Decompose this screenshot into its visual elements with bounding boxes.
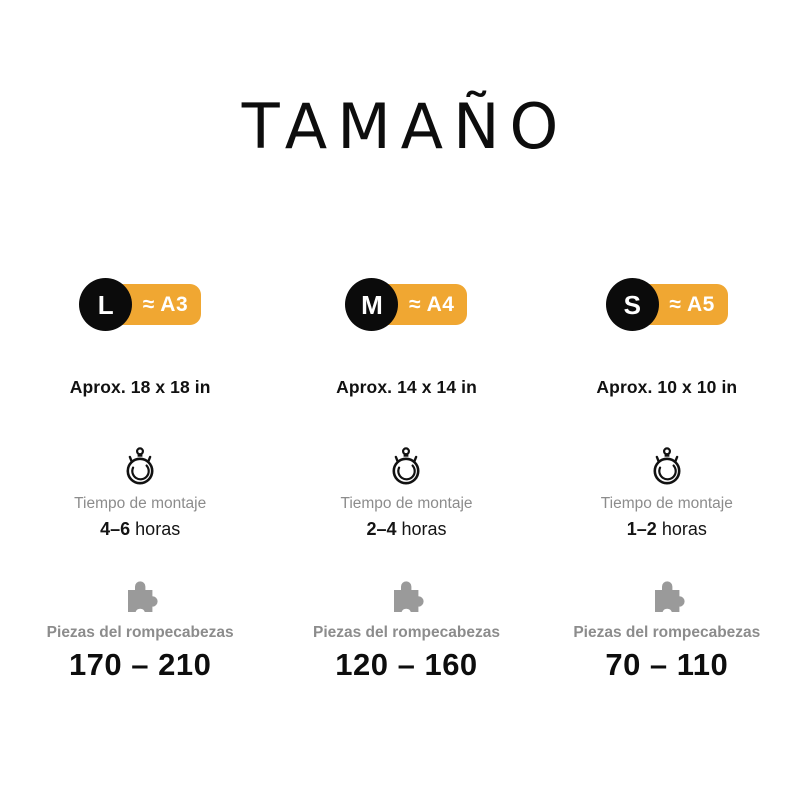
assembly-time-unit: horas bbox=[135, 519, 181, 539]
size-column-s: ≈ A5 S Aprox. 10 x 10 in Tiempo de monta… bbox=[534, 278, 800, 683]
assembly-time-label: Tiempo de montaje bbox=[600, 495, 733, 512]
assembly-time-label: Tiempo de montaje bbox=[74, 495, 207, 512]
puzzle-pieces-block: Piezas del rompecabezas 70 – 110 bbox=[573, 578, 760, 683]
assembly-time-block: Tiempo de montaje 4–6 horas bbox=[74, 444, 206, 540]
page-title: TAMAÑO bbox=[241, 90, 569, 163]
assembly-time-block: Tiempo de montaje 2–4 horas bbox=[340, 444, 473, 540]
size-column-m: ≈ A4 M Aprox. 14 x 14 in Tiempo de monta… bbox=[273, 278, 539, 683]
size-code-circle: M bbox=[345, 278, 399, 331]
size-badge-m: ≈ A4 M bbox=[345, 278, 468, 331]
puzzle-piece-icon bbox=[654, 581, 685, 612]
paper-equivalent-label: ≈ A4 bbox=[409, 293, 455, 316]
size-code-label: M bbox=[361, 289, 383, 320]
puzzle-pieces-value: 120 – 160 bbox=[335, 647, 478, 682]
size-badge-l: ≈ A3 L bbox=[79, 278, 202, 331]
paper-equivalent-label: ≈ A3 bbox=[142, 293, 189, 316]
puzzle-piece-icon bbox=[394, 581, 425, 612]
puzzle-pieces-label: Piezas del rompecabezas bbox=[313, 624, 500, 641]
assembly-time-block: Tiempo de montaje 1–2 horas bbox=[601, 444, 733, 540]
puzzle-pieces-value: 70 – 110 bbox=[605, 647, 729, 682]
size-column-l: ≈ A3 L Aprox. 18 x 18 in Tiempo de monta… bbox=[7, 278, 273, 683]
assembly-time-value: 1–2 horas bbox=[627, 519, 707, 540]
assembly-time-label: Tiempo de montaje bbox=[340, 495, 473, 512]
dimension-label: Aprox. 10 x 10 in bbox=[596, 377, 738, 397]
size-badge-s: ≈ A5 S bbox=[605, 278, 728, 331]
stopwatch-icon bbox=[392, 447, 420, 485]
assembly-time-value: 4–6 horas bbox=[100, 519, 180, 540]
size-code-circle: S bbox=[605, 278, 659, 331]
dimension-label: Aprox. 18 x 18 in bbox=[69, 377, 211, 397]
dimension-label: Aprox. 14 x 14 in bbox=[336, 377, 477, 397]
size-code-label: S bbox=[623, 289, 641, 320]
assembly-time-number: 4–6 bbox=[100, 519, 131, 539]
puzzle-pieces-label: Piezas del rompecabezas bbox=[46, 624, 234, 641]
puzzle-pieces-block: Piezas del rompecabezas 120 – 160 bbox=[313, 578, 500, 683]
size-columns: ≈ A3 L Aprox. 18 x 18 in Tiempo de monta… bbox=[0, 278, 800, 683]
size-code-label: L bbox=[97, 289, 114, 320]
puzzle-piece-icon bbox=[128, 581, 158, 612]
puzzle-pieces-block: Piezas del rompecabezas 170 – 210 bbox=[47, 578, 234, 683]
puzzle-pieces-label: Piezas del rompecabezas bbox=[573, 624, 761, 641]
assembly-time-number: 1–2 bbox=[626, 519, 657, 539]
assembly-time-value: 2–4 horas bbox=[366, 519, 446, 540]
assembly-time-unit: horas bbox=[401, 519, 447, 539]
assembly-time-unit: horas bbox=[661, 519, 707, 539]
puzzle-pieces-value: 170 – 210 bbox=[68, 647, 212, 682]
size-code-circle: L bbox=[79, 278, 133, 331]
paper-equivalent-label: ≈ A5 bbox=[669, 293, 715, 316]
assembly-time-number: 2–4 bbox=[366, 519, 397, 539]
stopwatch-icon bbox=[653, 447, 681, 485]
stopwatch-icon bbox=[126, 447, 154, 485]
